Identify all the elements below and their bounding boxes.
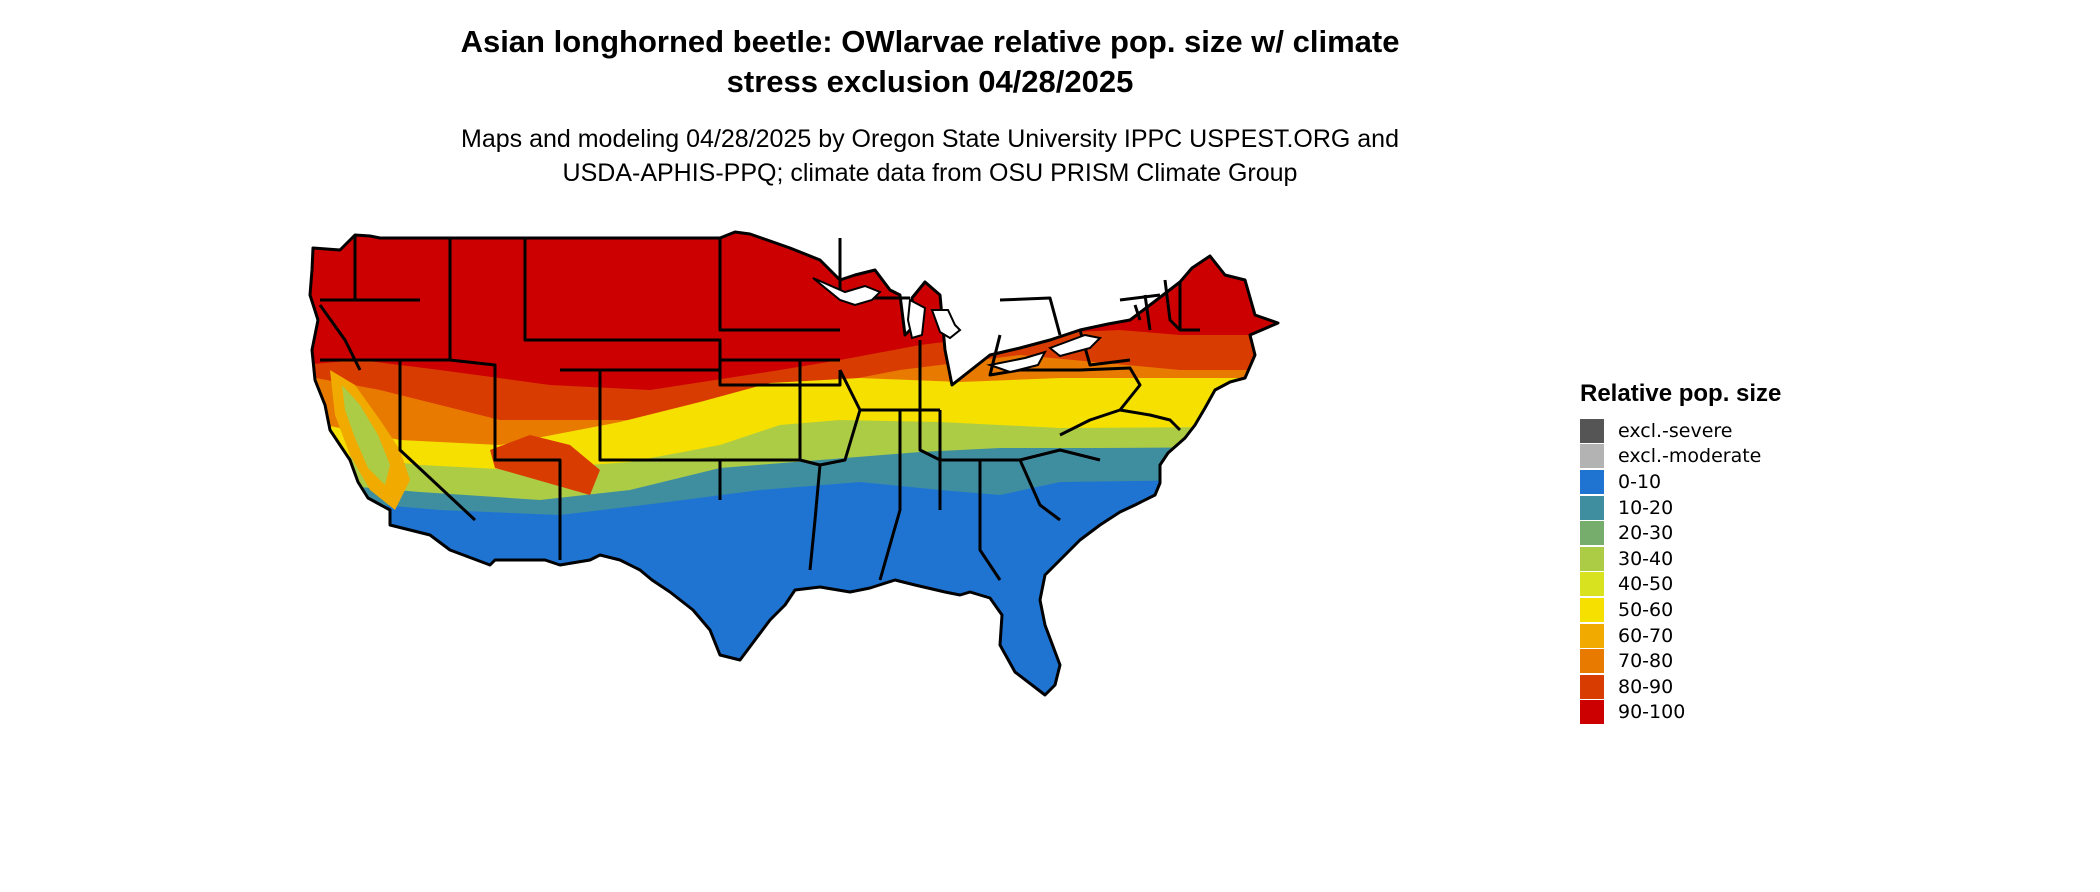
legend-label: 90-100 [1618,701,1686,724]
legend-swatch [1580,521,1604,546]
legend-swatch [1580,444,1604,469]
legend: Relative pop. size excl.-severe excl.-mo… [1580,380,1781,725]
legend-item: 60-70 [1580,623,1781,649]
legend-label: 80-90 [1618,675,1674,698]
legend-swatch [1580,674,1604,699]
legend-label: 60-70 [1618,624,1674,647]
legend-items: excl.-severe excl.-moderate 0-10 10-20 2… [1580,418,1781,725]
legend-swatch [1580,623,1604,648]
map-extras [812,277,1103,374]
map-subtitle-line-2: USDA-APHIS-PPQ; climate data from OSU PR… [562,159,1298,187]
legend-swatch [1580,495,1604,520]
map-title: Asian longhorned beetle: OWlarvae relati… [0,22,1860,102]
zone-west-coast-mild [342,385,390,485]
map-title-line-2: stress exclusion 04/28/2025 [726,64,1134,99]
legend-swatch [1580,469,1604,494]
legend-item: 10-20 [1580,495,1781,521]
state-boundaries [308,230,1280,697]
legend-label: excl.-severe [1618,419,1733,442]
zone-0-10 [310,475,1278,695]
legend-item: excl.-severe [1580,418,1781,444]
legend-item: 0-10 [1580,469,1781,495]
map-subtitle-line-1: Maps and modeling 04/28/2025 by Oregon S… [461,125,1399,153]
legend-label: 10-20 [1618,496,1674,519]
legend-title: Relative pop. size [1580,380,1782,407]
population-raster [310,232,1278,695]
legend-item: 20-30 [1580,520,1781,546]
legend-item: 50-60 [1580,597,1781,623]
zone-arizona-highlands [490,435,600,495]
legend-item: 90-100 [1580,700,1781,726]
legend-label: 40-50 [1618,573,1674,596]
legend-swatch [1580,572,1604,597]
legend-swatch [1580,649,1604,674]
legend-label: 50-60 [1618,598,1674,621]
legend-item: 30-40 [1580,546,1781,572]
great-lakes [812,277,1103,374]
legend-item: excl.-moderate [1580,444,1781,470]
legend-label: 30-40 [1618,547,1674,570]
map-subtitle: Maps and modeling 04/28/2025 by Oregon S… [0,122,1860,190]
boundary-lines [318,235,1200,581]
legend-label: 70-80 [1618,650,1674,673]
legend-swatch [1580,700,1604,725]
legend-item: 40-50 [1580,572,1781,598]
legend-label: excl.-moderate [1618,445,1762,468]
map-title-line-1: Asian longhorned beetle: OWlarvae relati… [460,24,1400,59]
legend-swatch [1580,546,1604,571]
legend-swatch [1580,597,1604,622]
legend-label: 0-10 [1618,470,1662,493]
legend-item: 70-80 [1580,648,1781,674]
us-map [308,230,1280,697]
legend-swatch [1580,418,1604,443]
legend-item: 80-90 [1580,674,1781,700]
legend-label: 20-30 [1618,522,1674,545]
